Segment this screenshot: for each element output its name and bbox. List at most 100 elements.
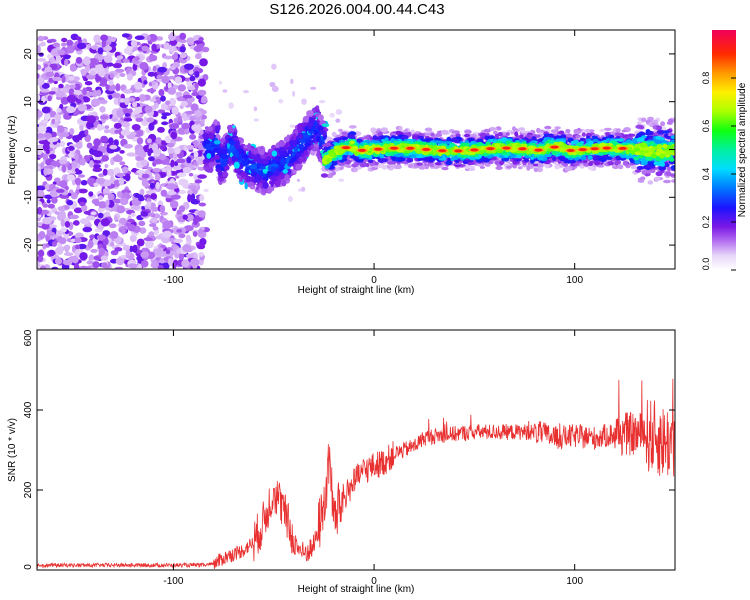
spectrogram-noise-blob [66, 199, 74, 206]
spectrogram-noise-blob [182, 244, 192, 253]
spectrogram-noise-blob [135, 117, 144, 123]
spectrogram-noise-blob [38, 125, 47, 133]
spectrogram-noise-blob [89, 70, 96, 76]
spectrogram-signal-blob [592, 138, 599, 143]
spectrogram-noise-blob [130, 40, 138, 48]
spectrogram-noise-blob [91, 145, 99, 150]
spectrogram-noise-blob [141, 45, 149, 52]
figure-title: S126.2026.004.00.44.C43 [269, 1, 444, 18]
spectrogram-transition-blob [240, 171, 246, 178]
spectrogram-noise-blob [119, 150, 125, 154]
spectrogram-noise-blob [197, 78, 206, 87]
spectrogram-noise-blob [179, 46, 186, 53]
spectrogram-signal-blob [641, 170, 647, 175]
spectrogram-noise-blob [178, 252, 185, 260]
spectrogram-noise-blob [43, 167, 48, 176]
spectrogram-noise-blob [59, 132, 70, 138]
spectrogram-signal-blob [615, 128, 621, 133]
spectrogram-signal-blob [347, 134, 355, 138]
spectrogram-noise-blob [45, 66, 52, 73]
spectrogram-noise-blob [199, 129, 204, 136]
spectrogram-transition-blob [228, 157, 233, 164]
spectrogram-noise-blob [88, 191, 94, 197]
spectrogram-noise-blob [150, 193, 158, 200]
spectrogram-noise-blob [136, 249, 142, 254]
spectrogram-noise-blob [118, 177, 125, 186]
spectrogram-transition-blob [274, 180, 281, 188]
spectrogram-noise-blob [153, 102, 159, 109]
spectrogram-noise-blob [74, 168, 80, 173]
spectrogram-signal-blob [489, 127, 498, 131]
spectrogram-noise-blob [40, 41, 46, 47]
spectrogram-noise-blob [86, 91, 97, 96]
spectrogram-noise-blob [140, 211, 149, 217]
spectrogram-noise-blob [161, 121, 169, 126]
spectrogram-noise-blob [103, 129, 111, 134]
spectrogram-noise-blob [82, 226, 93, 233]
spectrogram-faint-blob [301, 186, 306, 192]
spectrogram-noise-blob [98, 99, 108, 104]
spectrogram-transition-blob [295, 152, 301, 158]
spectrogram-noise-blob [146, 117, 155, 123]
spectrogram-noise-blob [64, 221, 71, 228]
spectrogram-noise-blob [74, 244, 81, 250]
spectrogram-noise-blob [141, 173, 150, 179]
spectrogram-noise-blob [107, 193, 115, 201]
spectrogram-noise-blob [124, 113, 131, 117]
spectrogram-signal-blob [664, 171, 672, 177]
spectrogram-signal-blob [640, 117, 647, 122]
spectrogram-faint-blob [298, 188, 302, 192]
spectrogram-transition-blob [245, 175, 252, 183]
spectrogram-transition-blob [303, 150, 308, 156]
spectrogram-noise-blob [48, 249, 55, 257]
spectrogram-noise-blob [148, 122, 155, 131]
spectrogram-noise-blob [102, 187, 110, 194]
spectrogram-noise-blob [92, 261, 100, 269]
spectrogram-noise-blob [159, 205, 166, 213]
spectrogram-noise-blob [67, 164, 73, 171]
spectrogram-noise-blob [141, 206, 146, 210]
spectrogram-noise-blob [132, 244, 138, 253]
spectrogram-noise-blob [122, 244, 131, 251]
spectrogram-noise-blob [182, 166, 192, 174]
spectrogram-noise-blob [116, 205, 126, 214]
spectrogram-noise-blob [37, 201, 42, 206]
spectrogram-noise-blob [73, 207, 83, 214]
spectrogram-noise-blob [112, 155, 123, 163]
spectrogram-transition-blob [259, 148, 265, 156]
spectrogram-noise-blob [116, 172, 125, 178]
spectrogram-signal-blob [494, 160, 499, 165]
spectrogram-noise-blob [162, 62, 168, 69]
spectrogram-noise-blob [100, 255, 109, 261]
spectrogram-noise-blob [156, 74, 163, 80]
spectrogram-noise-blob [143, 80, 148, 85]
spectrogram-noise-blob [154, 173, 161, 182]
spectrogram-noise-blob [107, 170, 115, 175]
spectrogram-noise-blob [151, 43, 157, 52]
spectrogram-signal-blob [552, 156, 557, 161]
spectrogram-signal-blob [381, 165, 388, 170]
spectrogram-signal-blob [594, 160, 601, 166]
spectrogram-noise-blob [105, 199, 110, 207]
spectrogram-noise-blob [90, 211, 97, 216]
spectrogram-signal-blob [513, 158, 522, 162]
spectrogram-transition-blob [278, 139, 286, 148]
spectrogram-transition-blob [292, 140, 297, 148]
spectrogram-transition-blob [310, 144, 315, 149]
spectrogram-noise-blob [108, 94, 113, 100]
spectrogram-noise-blob [112, 92, 121, 99]
spectrogram-noise-blob [201, 46, 210, 53]
spectrogram-noise-blob [63, 55, 71, 60]
spectrogram-noise-blob [66, 174, 76, 181]
spectrogram-signal-blob [658, 166, 666, 171]
spectrogram-noise-blob [112, 114, 118, 119]
spectrogram-noise-blob [125, 249, 131, 257]
spectrogram-noise-blob [79, 252, 88, 261]
spectrogram-noise-blob [150, 206, 160, 212]
spectrogram-signal-blob [652, 125, 657, 130]
spectrogram-noise-blob [96, 89, 102, 97]
spectrogram-noise-blob [177, 189, 187, 195]
spectrogram-noise-blob [87, 240, 94, 249]
spectrogram-faint-blob [296, 178, 300, 182]
spectrogram-noise-blob [194, 109, 202, 118]
